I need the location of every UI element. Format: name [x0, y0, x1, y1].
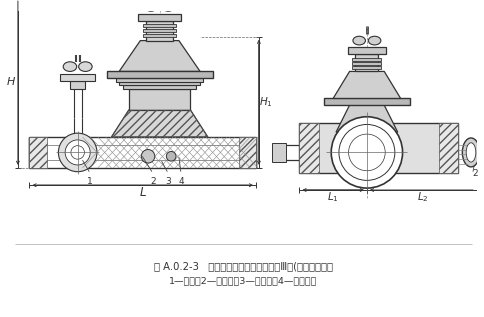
Circle shape	[331, 117, 403, 188]
Circle shape	[166, 152, 176, 161]
Text: $L_1$: $L_1$	[327, 190, 339, 204]
Text: $H$: $H$	[6, 74, 16, 87]
Bar	[138, 14, 181, 21]
Circle shape	[59, 133, 97, 172]
Bar	[323, 99, 410, 105]
Text: $L$: $L$	[139, 186, 147, 199]
Text: 图 A.0.2-3   直接作用式稳压减压阀结构Ⅲ型(分户减压阀）: 图 A.0.2-3 直接作用式稳压减压阀结构Ⅲ型(分户减压阀）	[154, 261, 333, 271]
Bar	[60, 74, 95, 81]
Ellipse shape	[78, 62, 92, 71]
Bar	[123, 85, 196, 89]
Bar	[30, 137, 47, 168]
Text: 4: 4	[179, 178, 184, 186]
Bar	[116, 78, 203, 82]
Bar	[352, 58, 381, 61]
Text: 2: 2	[472, 169, 478, 178]
Circle shape	[141, 150, 155, 163]
Text: $L_2$: $L_2$	[417, 190, 429, 204]
Bar	[352, 66, 381, 68]
Ellipse shape	[63, 62, 77, 71]
Ellipse shape	[462, 138, 480, 167]
Bar	[119, 82, 200, 85]
Polygon shape	[333, 71, 401, 99]
Bar	[129, 89, 191, 110]
Text: 1: 1	[87, 178, 93, 186]
Bar	[70, 81, 85, 89]
Ellipse shape	[145, 3, 157, 11]
Bar	[143, 34, 176, 37]
Bar	[300, 123, 318, 173]
Text: 3: 3	[166, 178, 171, 186]
Polygon shape	[336, 105, 398, 132]
Ellipse shape	[368, 36, 381, 45]
Text: 1—阀体；2—过滤器；3—控制阀；4—减压阀芯: 1—阀体；2—过滤器；3—控制阀；4—减压阀芯	[169, 276, 318, 285]
Bar	[352, 62, 381, 65]
Polygon shape	[119, 41, 200, 71]
Ellipse shape	[353, 36, 365, 45]
Circle shape	[65, 140, 90, 165]
Bar	[300, 123, 458, 173]
Bar	[272, 143, 286, 162]
Bar	[143, 29, 176, 32]
Bar	[348, 47, 386, 54]
Text: $H_1$: $H_1$	[259, 95, 272, 109]
Polygon shape	[111, 110, 208, 137]
Ellipse shape	[466, 143, 476, 162]
Bar	[106, 71, 212, 78]
Bar	[439, 123, 458, 173]
Bar	[143, 24, 176, 27]
Bar	[355, 54, 378, 71]
Bar	[239, 137, 256, 168]
Bar	[146, 21, 173, 41]
Ellipse shape	[162, 3, 175, 11]
Text: 2: 2	[150, 178, 156, 186]
